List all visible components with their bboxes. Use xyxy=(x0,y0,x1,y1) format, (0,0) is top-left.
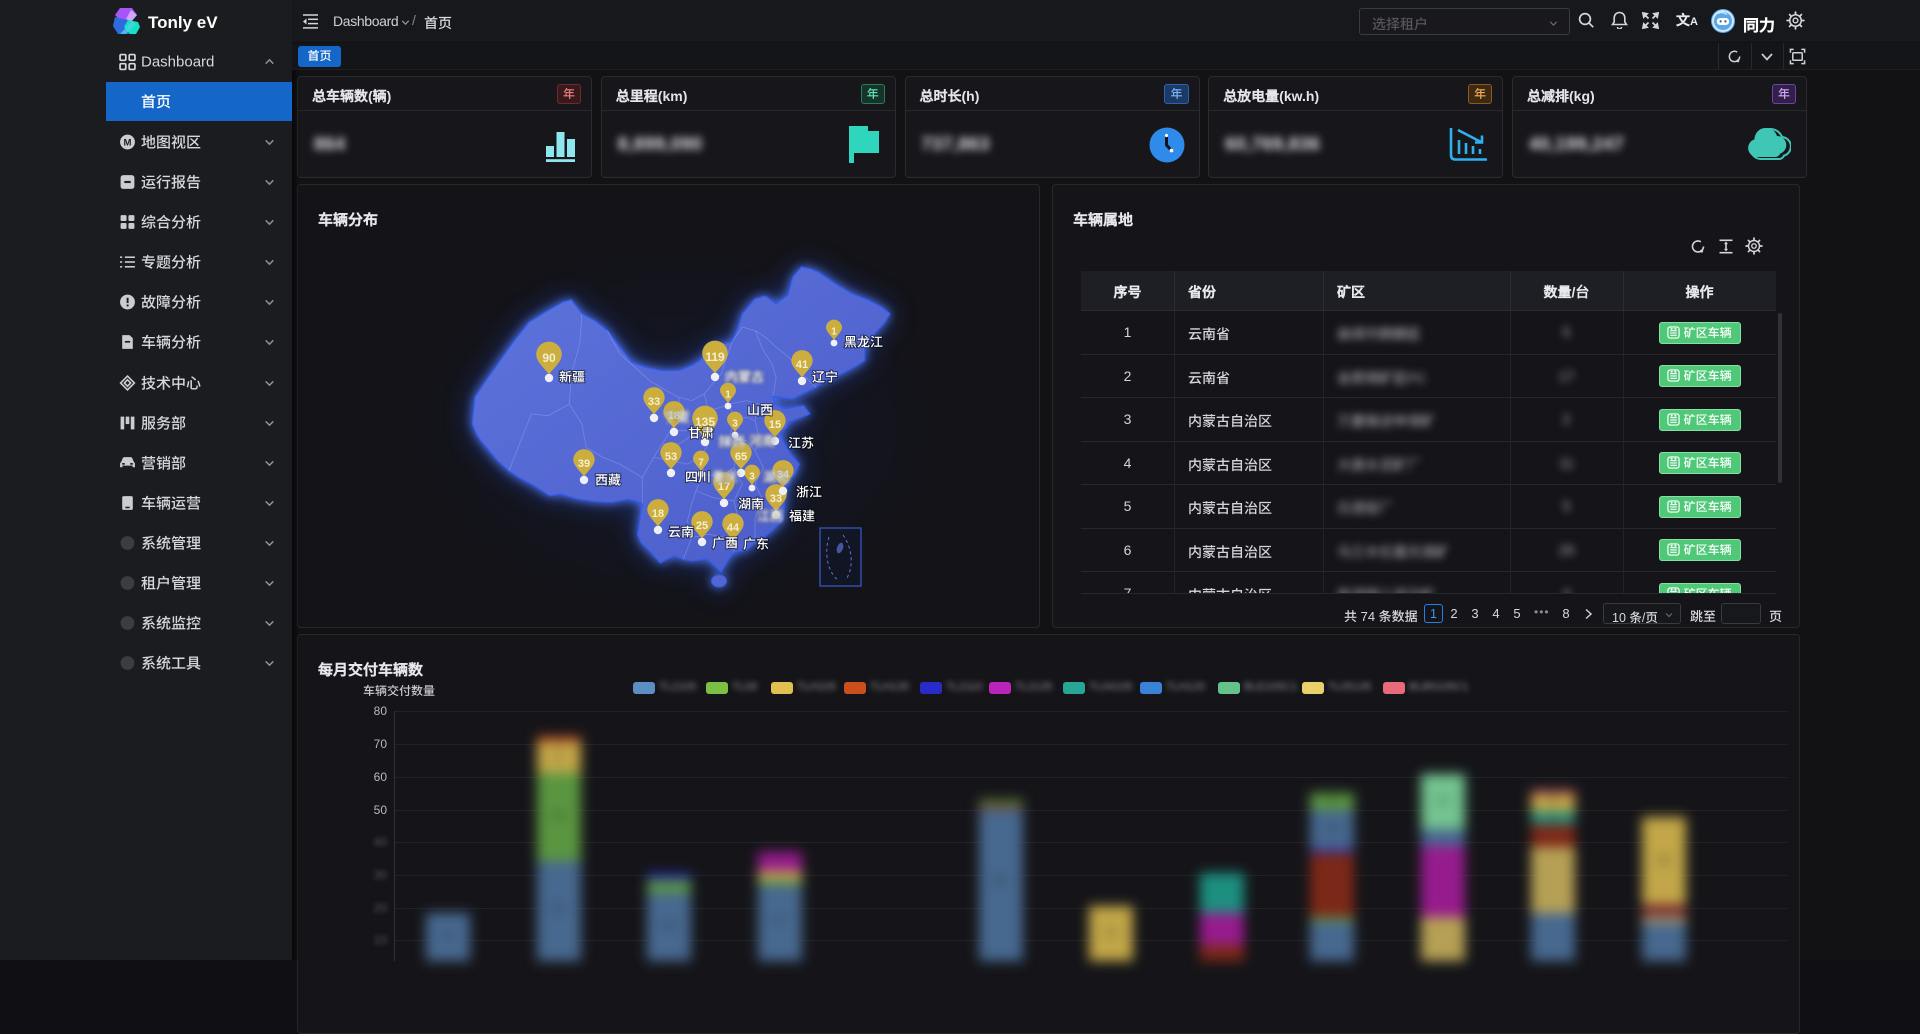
svg-text:18: 18 xyxy=(668,410,680,422)
svg-text:福建: 福建 xyxy=(789,509,815,524)
svg-text:浙江: 浙江 xyxy=(796,485,822,500)
svg-text:65: 65 xyxy=(735,451,747,463)
svg-text:甘肃: 甘肃 xyxy=(688,426,714,441)
svg-text:15: 15 xyxy=(769,419,781,431)
svg-text:山西: 山西 xyxy=(747,403,773,418)
svg-text:135: 135 xyxy=(695,415,715,429)
svg-text:1: 1 xyxy=(831,327,837,338)
svg-text:广东: 广东 xyxy=(743,537,769,552)
svg-text:湖南: 湖南 xyxy=(738,497,764,512)
svg-text:重庆: 重庆 xyxy=(712,470,738,485)
svg-text:3: 3 xyxy=(732,419,738,430)
svg-text:44: 44 xyxy=(727,522,740,534)
svg-text:33: 33 xyxy=(648,396,660,408)
svg-text:辽宁: 辽宁 xyxy=(812,370,838,385)
svg-text:内蒙古: 内蒙古 xyxy=(725,370,764,385)
svg-text:四川: 四川 xyxy=(685,470,711,485)
svg-text:1: 1 xyxy=(725,390,731,401)
svg-text:119: 119 xyxy=(705,350,725,364)
svg-text:90: 90 xyxy=(542,351,556,365)
svg-text:河南: 河南 xyxy=(749,434,775,449)
svg-text:3: 3 xyxy=(749,472,755,483)
svg-text:41: 41 xyxy=(796,359,808,371)
svg-text:云南: 云南 xyxy=(668,525,694,540)
svg-text:M: M xyxy=(124,138,132,149)
svg-text:33: 33 xyxy=(770,493,782,505)
svg-text:17: 17 xyxy=(718,481,730,493)
svg-text:7: 7 xyxy=(698,458,704,469)
svg-text:西藏: 西藏 xyxy=(595,473,621,488)
svg-text:湖北: 湖北 xyxy=(763,470,789,485)
svg-text:34: 34 xyxy=(777,469,790,481)
svg-text:18: 18 xyxy=(652,508,664,520)
svg-text:江西: 江西 xyxy=(757,509,783,524)
svg-text:25: 25 xyxy=(696,520,708,532)
svg-text:陕西: 陕西 xyxy=(719,435,745,450)
svg-text:宁夏: 宁夏 xyxy=(664,410,690,425)
svg-text:53: 53 xyxy=(665,451,677,463)
svg-text:广西: 广西 xyxy=(712,536,738,551)
svg-text:39: 39 xyxy=(578,458,590,470)
svg-text:江苏: 江苏 xyxy=(788,436,814,451)
svg-text:黑龙江: 黑龙江 xyxy=(844,335,883,350)
svg-text:新疆: 新疆 xyxy=(559,370,585,385)
